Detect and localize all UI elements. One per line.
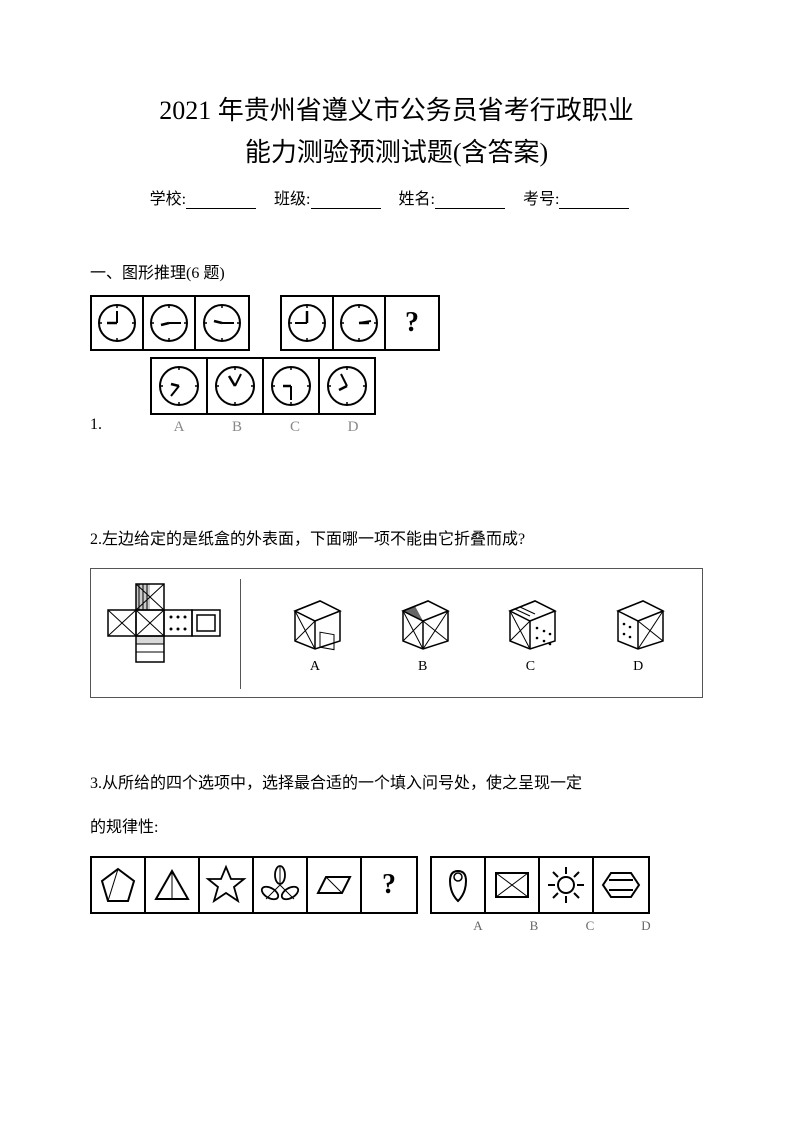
shape-cell <box>308 858 362 912</box>
question-1: ? A B C D 1. <box>90 295 703 434</box>
q3-option-labels: A B C D <box>450 918 703 934</box>
cube-icon <box>608 591 668 651</box>
option-label: A <box>450 918 506 934</box>
page-title: 2021 年贵州省遵义市公务员省考行政职业 能力测验预测试题(含答案) <box>90 90 703 173</box>
option-cell <box>486 858 540 912</box>
q2-text: 2.左边给定的是纸盒的外表面，下面哪一项不能由它折叠而成? <box>90 524 703 556</box>
clock-cell <box>92 297 144 349</box>
option-label: B <box>208 419 266 436</box>
q3-sequence: ? <box>90 856 418 914</box>
shape-cell <box>146 858 200 912</box>
clock-cell <box>144 297 196 349</box>
option-cell <box>318 357 376 415</box>
q2-figure: A B C <box>90 568 703 698</box>
cube-option-c: C <box>500 591 560 675</box>
school-label: 学校: <box>150 191 186 208</box>
q3-text-1: 3.从所给的四个选项中，选择最合适的一个填入问号处，使之呈现一定 <box>90 768 703 800</box>
propeller-icon <box>258 863 302 907</box>
option-label: B <box>418 659 427 675</box>
pentagon-icon <box>96 863 140 907</box>
title-line-2: 能力测验预测试题(含答案) <box>90 132 703 174</box>
option-label: C <box>562 918 618 934</box>
q1-group-1 <box>90 295 250 351</box>
clock-icon <box>202 303 242 343</box>
clock-cell <box>196 297 248 349</box>
clock-icon <box>269 364 313 408</box>
sun-icon <box>544 863 588 907</box>
q3-figure: ? <box>90 856 703 914</box>
question-mark-cell: ? <box>386 297 438 349</box>
shape-cell <box>200 858 254 912</box>
option-label: D <box>633 659 643 675</box>
class-blank <box>311 193 381 209</box>
option-label: D <box>618 918 674 934</box>
id-label: 考号: <box>523 191 559 208</box>
cube-option-d: D <box>608 591 668 675</box>
q3-options <box>430 856 650 914</box>
option-label: C <box>526 659 535 675</box>
clock-icon <box>325 364 369 408</box>
q3-text-2: 的规律性: <box>90 812 703 844</box>
option-cell <box>206 357 264 415</box>
school-blank <box>186 193 256 209</box>
cube-option-a: A <box>285 591 345 675</box>
clock-icon <box>213 364 257 408</box>
cube-icon <box>393 591 453 651</box>
clock-icon <box>287 303 327 343</box>
shape-cell <box>92 858 146 912</box>
parallelogram-icon <box>312 863 356 907</box>
star-icon <box>204 863 248 907</box>
clock-icon <box>97 303 137 343</box>
option-label: B <box>506 918 562 934</box>
cube-icon <box>500 591 560 651</box>
option-cell <box>150 357 208 415</box>
section-1-title: 一、图形推理(6 题) <box>90 259 703 283</box>
question-mark-cell: ? <box>362 858 416 912</box>
delta-icon <box>436 863 480 907</box>
q2-options: A B C <box>241 579 692 687</box>
option-cell <box>594 858 648 912</box>
class-label: 班级: <box>274 191 310 208</box>
triangle-icon <box>150 863 194 907</box>
hexagon-lines-icon <box>599 863 643 907</box>
shape-cell <box>254 858 308 912</box>
cube-net-icon <box>101 579 231 684</box>
name-blank <box>435 193 505 209</box>
question-mark: ? <box>405 307 419 339</box>
clock-icon <box>157 364 201 408</box>
clock-icon <box>149 303 189 343</box>
question-mark: ? <box>382 869 396 901</box>
envelope-icon <box>490 863 534 907</box>
option-label: A <box>310 659 320 675</box>
clock-cell <box>334 297 386 349</box>
cube-option-b: B <box>393 591 453 675</box>
student-info-row: 学校: 班级: 姓名: 考号: <box>90 185 703 209</box>
title-line-1: 2021 年贵州省遵义市公务员省考行政职业 <box>90 90 703 132</box>
option-cell <box>432 858 486 912</box>
clock-cell <box>282 297 334 349</box>
option-label: C <box>266 419 324 436</box>
q1-group-2: ? <box>280 295 440 351</box>
name-label: 姓名: <box>399 191 435 208</box>
option-cell <box>262 357 320 415</box>
q1-sequence-row: ? <box>90 295 703 351</box>
option-label: D <box>324 419 382 436</box>
option-label: A <box>150 419 208 436</box>
q2-net-diagram <box>101 579 241 689</box>
cube-icon <box>285 591 345 651</box>
id-blank <box>559 193 629 209</box>
option-cell <box>540 858 594 912</box>
clock-icon <box>339 303 379 343</box>
q1-options-row <box>150 357 703 415</box>
